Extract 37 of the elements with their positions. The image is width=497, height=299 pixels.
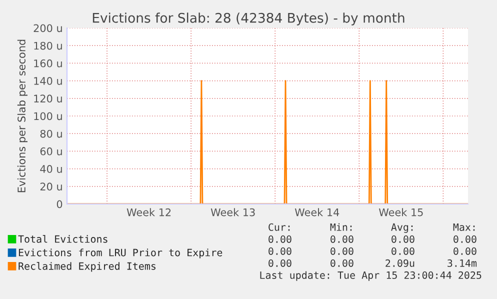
y-axis-title: Evictions per Slab per second	[17, 40, 28, 192]
text: 0.00	[268, 259, 292, 267]
text: 0.00	[454, 235, 476, 243]
x-tick-label: Week 14	[294, 208, 340, 216]
text: 0.00	[268, 247, 292, 255]
y-tick-label: 80 u	[40, 130, 62, 138]
text: 0.00	[454, 247, 476, 255]
y-tick-label: 160 u	[34, 59, 62, 68]
text: 0.00	[268, 235, 292, 243]
text: 0.00	[392, 247, 414, 255]
y-tick-label: 0	[56, 200, 62, 208]
y-tick-label: 200 u	[34, 24, 62, 32]
y-tick-label: 120 u	[34, 94, 62, 103]
legend-label: Evictions from LRU Prior to Expire	[18, 248, 222, 258]
text: Avg:	[391, 223, 413, 233]
text: Cur:	[268, 223, 290, 231]
text: Min:	[330, 223, 352, 231]
y-tick-label: 140 u	[34, 77, 62, 85]
text: 0.00	[330, 247, 354, 255]
y-tick-label: 20 u	[40, 182, 62, 191]
chart-title: Evictions for Slab: 28 (42384 Bytes) - by month	[92, 12, 404, 26]
text: 0.00	[392, 235, 414, 243]
y-tick-label: 180 u	[34, 42, 62, 50]
y-tick-label: 40 u	[40, 165, 62, 173]
x-tick-label: Week 15	[378, 208, 423, 216]
text: 0.00	[330, 235, 354, 243]
text: 2.09u	[386, 259, 414, 267]
text: Max:	[453, 223, 475, 231]
legend-label: Total Evictions	[18, 235, 108, 243]
text: 0.00	[330, 259, 354, 267]
y-tick-label: 100 u	[34, 112, 62, 120]
text: Last update: Tue Apr 15 23:00:44 2025	[260, 271, 482, 281]
x-tick-label: Week 12	[126, 208, 171, 216]
y-tick-label: 60 u	[40, 147, 62, 156]
x-tick-label: Week 13	[210, 208, 255, 216]
text: 3.14m	[448, 259, 477, 267]
legend-label: Reclaimed Expired Items	[18, 262, 156, 272]
